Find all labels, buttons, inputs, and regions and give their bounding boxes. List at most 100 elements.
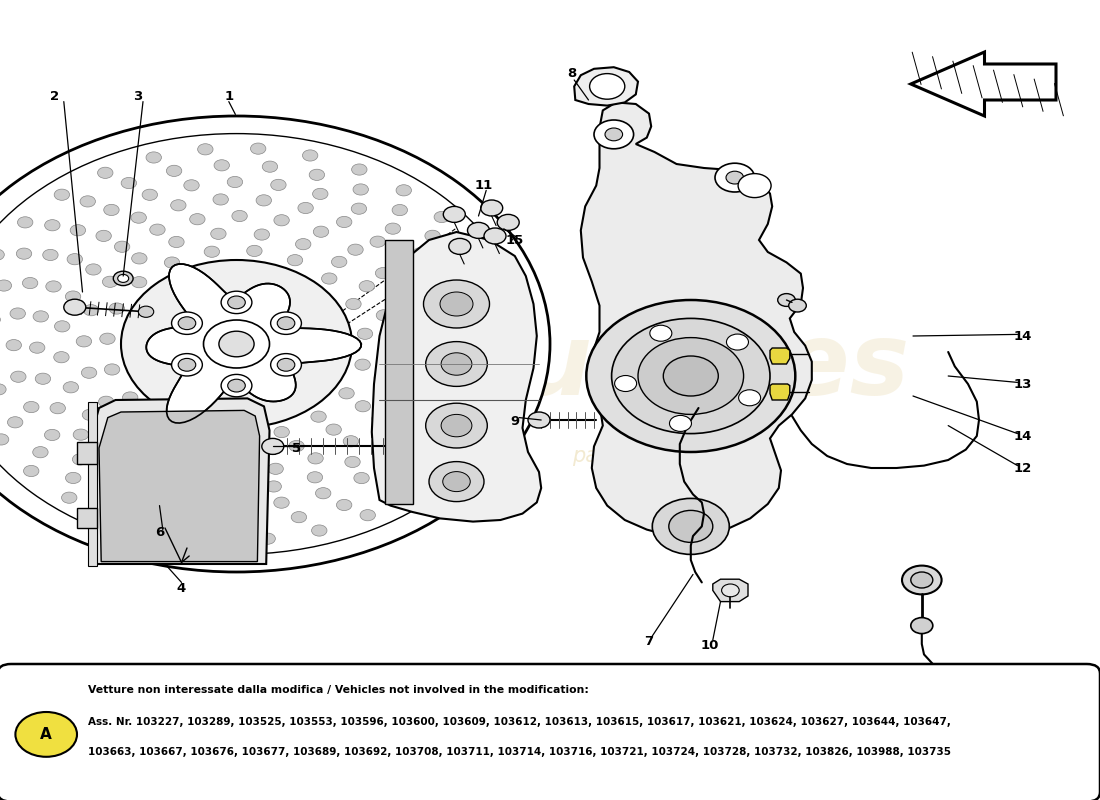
Circle shape (30, 342, 45, 354)
Text: 4: 4 (177, 582, 186, 594)
Circle shape (387, 452, 403, 463)
Circle shape (902, 566, 942, 594)
Text: passion for parts: passion for parts (572, 446, 748, 466)
Circle shape (44, 430, 59, 441)
Circle shape (0, 280, 12, 291)
Circle shape (385, 223, 400, 234)
Circle shape (136, 375, 152, 386)
Circle shape (232, 432, 248, 443)
Circle shape (344, 456, 360, 467)
Circle shape (256, 194, 272, 206)
Circle shape (528, 412, 550, 428)
Polygon shape (372, 232, 541, 522)
Circle shape (74, 429, 89, 440)
Circle shape (298, 202, 314, 214)
Text: 5: 5 (293, 442, 301, 454)
Circle shape (461, 397, 476, 408)
Circle shape (442, 471, 471, 491)
Circle shape (426, 403, 487, 448)
Circle shape (11, 371, 26, 382)
Circle shape (326, 424, 341, 435)
Circle shape (352, 164, 367, 175)
Circle shape (497, 214, 519, 230)
Circle shape (376, 310, 392, 321)
Circle shape (260, 533, 275, 544)
Circle shape (214, 160, 230, 171)
Circle shape (314, 226, 329, 238)
Circle shape (441, 414, 472, 437)
Circle shape (122, 392, 138, 403)
Circle shape (33, 311, 48, 322)
Circle shape (308, 453, 323, 464)
FancyBboxPatch shape (0, 664, 1100, 800)
Circle shape (172, 354, 202, 376)
Circle shape (170, 200, 186, 211)
Circle shape (434, 275, 450, 286)
Circle shape (113, 271, 133, 286)
Circle shape (254, 229, 270, 240)
Circle shape (76, 336, 91, 347)
Circle shape (102, 276, 118, 287)
Circle shape (289, 441, 305, 452)
Polygon shape (581, 102, 812, 536)
Circle shape (131, 212, 146, 223)
Circle shape (23, 402, 38, 413)
Circle shape (100, 333, 116, 344)
Circle shape (441, 353, 472, 375)
Text: parts1985: parts1985 (669, 495, 761, 513)
Circle shape (377, 481, 393, 492)
Circle shape (82, 410, 98, 421)
Circle shape (0, 249, 4, 260)
Circle shape (70, 225, 86, 236)
Circle shape (232, 278, 248, 290)
Circle shape (131, 277, 146, 288)
Circle shape (205, 246, 220, 258)
Circle shape (271, 312, 301, 334)
Circle shape (139, 306, 154, 318)
Circle shape (715, 163, 755, 192)
Circle shape (412, 457, 428, 468)
Circle shape (155, 527, 170, 538)
Circle shape (424, 280, 490, 328)
Polygon shape (77, 442, 97, 464)
Circle shape (198, 144, 213, 155)
Circle shape (0, 434, 9, 445)
Circle shape (375, 267, 390, 278)
Circle shape (778, 294, 795, 306)
Circle shape (172, 312, 202, 334)
Polygon shape (770, 384, 790, 400)
Circle shape (10, 308, 25, 319)
Circle shape (427, 319, 442, 330)
Circle shape (440, 292, 473, 316)
Circle shape (184, 462, 199, 474)
Circle shape (15, 712, 77, 757)
Circle shape (274, 426, 289, 438)
Polygon shape (88, 402, 97, 566)
Circle shape (145, 489, 161, 500)
Circle shape (123, 345, 139, 356)
Circle shape (345, 298, 361, 310)
Circle shape (165, 400, 180, 411)
Circle shape (267, 392, 283, 403)
Circle shape (289, 402, 305, 413)
Circle shape (104, 364, 120, 375)
Circle shape (121, 178, 136, 189)
Circle shape (382, 341, 397, 352)
Circle shape (464, 243, 480, 254)
Circle shape (292, 511, 307, 522)
Circle shape (488, 392, 504, 403)
Circle shape (348, 244, 363, 255)
Circle shape (496, 316, 512, 327)
Circle shape (230, 500, 245, 511)
Circle shape (377, 435, 393, 446)
Polygon shape (90, 398, 270, 564)
Circle shape (231, 262, 246, 273)
Circle shape (273, 288, 288, 299)
Text: 2: 2 (51, 90, 59, 102)
Circle shape (84, 305, 99, 316)
Circle shape (46, 281, 62, 292)
Text: 6: 6 (155, 526, 164, 538)
Circle shape (397, 261, 412, 272)
Circle shape (110, 433, 125, 444)
Circle shape (18, 217, 33, 228)
